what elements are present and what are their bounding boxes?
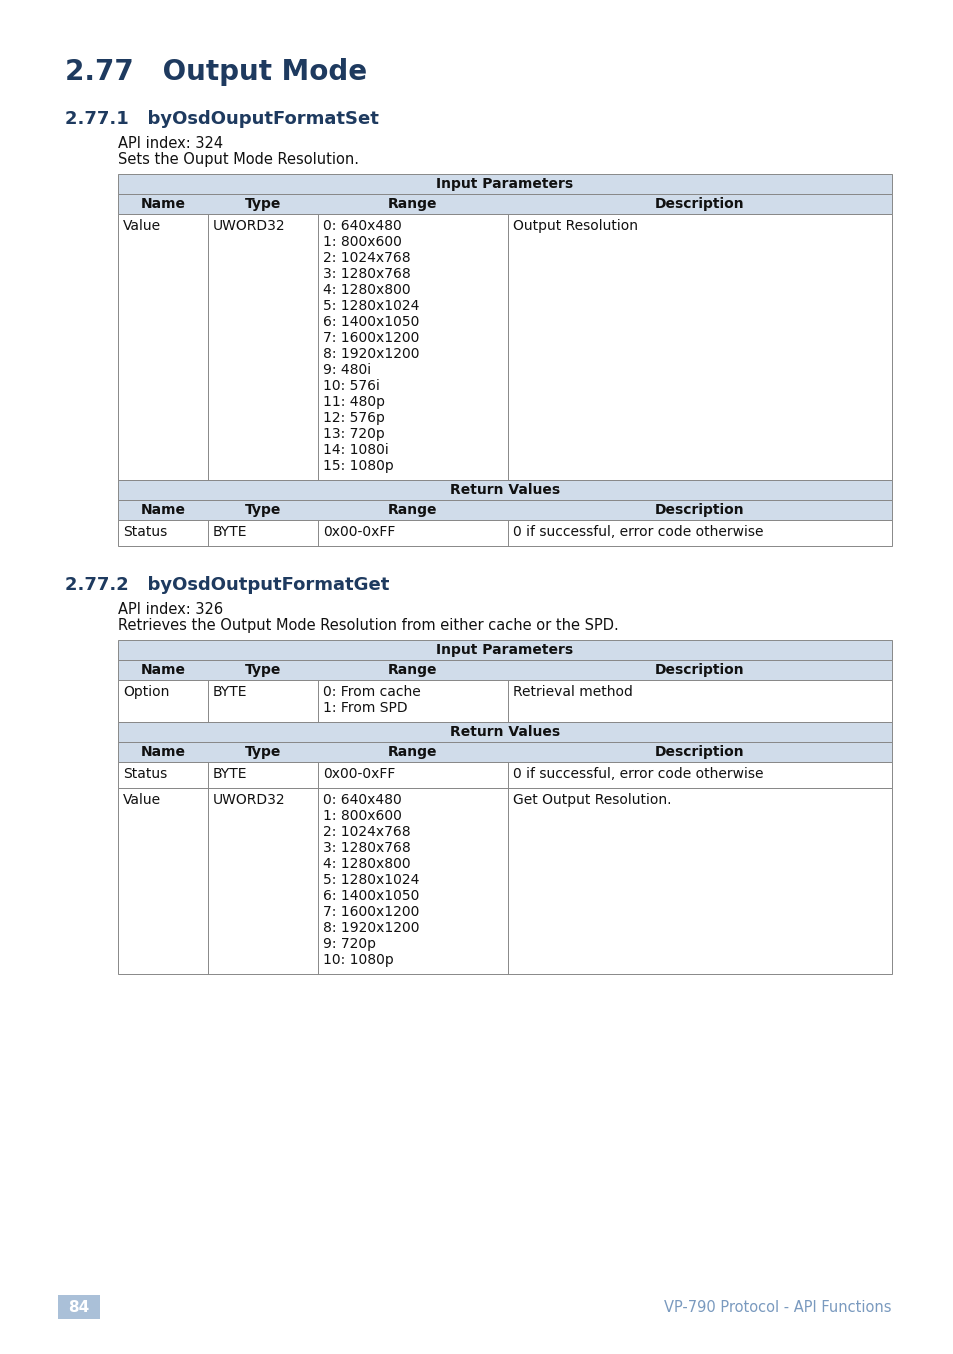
Text: 2: 1024x768: 2: 1024x768	[323, 250, 410, 265]
Text: 10: 1080p: 10: 1080p	[323, 953, 394, 967]
Text: Value: Value	[123, 219, 161, 233]
Text: Type: Type	[245, 745, 281, 760]
Text: Input Parameters: Input Parameters	[436, 643, 573, 657]
Text: Option: Option	[123, 685, 170, 699]
Text: 5: 1280x1024: 5: 1280x1024	[323, 299, 419, 313]
Text: 8: 1920x1200: 8: 1920x1200	[323, 921, 419, 936]
Text: Retrieval method: Retrieval method	[513, 685, 632, 699]
Text: 3: 1280x768: 3: 1280x768	[323, 841, 411, 854]
Text: 0: 640x480: 0: 640x480	[323, 793, 401, 807]
Text: 6: 1400x1050: 6: 1400x1050	[323, 890, 419, 903]
Text: Range: Range	[388, 502, 437, 517]
Text: 11: 480p: 11: 480p	[323, 395, 385, 409]
Text: 0: From cache: 0: From cache	[323, 685, 420, 699]
Text: Return Values: Return Values	[450, 724, 559, 739]
Text: 0x00-0xFF: 0x00-0xFF	[323, 525, 395, 539]
Text: UWORD32: UWORD32	[213, 793, 285, 807]
Text: Output Resolution: Output Resolution	[513, 219, 638, 233]
Text: 9: 720p: 9: 720p	[323, 937, 375, 951]
Text: 8: 1920x1200: 8: 1920x1200	[323, 347, 419, 362]
Text: Name: Name	[140, 196, 185, 211]
Bar	[118, 500, 891, 520]
Text: Type: Type	[245, 196, 281, 211]
Text: VP-790 Protocol - API Functions: VP-790 Protocol - API Functions	[664, 1300, 891, 1315]
Text: Type: Type	[245, 502, 281, 517]
Text: 10: 576i: 10: 576i	[323, 379, 379, 393]
Text: 9: 480i: 9: 480i	[323, 363, 371, 376]
Text: 2.77   Output Mode: 2.77 Output Mode	[65, 58, 367, 87]
Text: 4: 1280x800: 4: 1280x800	[323, 857, 410, 871]
Text: 0 if successful, error code otherwise: 0 if successful, error code otherwise	[513, 525, 762, 539]
Bar	[118, 680, 891, 722]
Text: 1: 800x600: 1: 800x600	[323, 808, 401, 823]
Text: 4: 1280x800: 4: 1280x800	[323, 283, 410, 297]
Text: Name: Name	[140, 502, 185, 517]
Text: Get Output Resolution.: Get Output Resolution.	[513, 793, 671, 807]
Text: 12: 576p: 12: 576p	[323, 412, 384, 425]
Text: Description: Description	[655, 196, 744, 211]
Bar	[118, 481, 891, 500]
Text: Return Values: Return Values	[450, 483, 559, 497]
Text: 3: 1280x768: 3: 1280x768	[323, 267, 411, 282]
Bar	[118, 175, 891, 194]
Text: Status: Status	[123, 525, 167, 539]
Bar	[118, 520, 891, 546]
Text: Retrieves the Output Mode Resolution from either cache or the SPD.: Retrieves the Output Mode Resolution fro…	[118, 617, 618, 634]
Text: 7: 1600x1200: 7: 1600x1200	[323, 330, 419, 345]
Text: BYTE: BYTE	[213, 766, 247, 781]
Text: Range: Range	[388, 196, 437, 211]
Text: 6: 1400x1050: 6: 1400x1050	[323, 315, 419, 329]
Text: 5: 1280x1024: 5: 1280x1024	[323, 873, 419, 887]
Text: Input Parameters: Input Parameters	[436, 177, 573, 191]
Text: 2: 1024x768: 2: 1024x768	[323, 825, 410, 839]
Bar	[118, 762, 891, 788]
Text: Description: Description	[655, 663, 744, 677]
Text: Range: Range	[388, 663, 437, 677]
Text: Type: Type	[245, 663, 281, 677]
Text: Description: Description	[655, 745, 744, 760]
Bar	[118, 742, 891, 762]
Text: API index: 326: API index: 326	[118, 603, 223, 617]
Bar	[118, 214, 891, 481]
Bar	[118, 722, 891, 742]
Text: 7: 1600x1200: 7: 1600x1200	[323, 904, 419, 919]
Text: 1: 800x600: 1: 800x600	[323, 236, 401, 249]
Text: Status: Status	[123, 766, 167, 781]
Text: 2.77.2   byOsdOutputFormatGet: 2.77.2 byOsdOutputFormatGet	[65, 575, 389, 594]
Text: BYTE: BYTE	[213, 525, 247, 539]
Text: 14: 1080i: 14: 1080i	[323, 443, 388, 458]
Text: 1: From SPD: 1: From SPD	[323, 701, 407, 715]
Text: 2.77.1   byOsdOuputFormatSet: 2.77.1 byOsdOuputFormatSet	[65, 110, 378, 129]
Text: Range: Range	[388, 745, 437, 760]
Bar	[118, 788, 891, 974]
Text: Name: Name	[140, 663, 185, 677]
Text: Description: Description	[655, 502, 744, 517]
Text: Value: Value	[123, 793, 161, 807]
Bar	[58, 1294, 100, 1319]
Text: 13: 720p: 13: 720p	[323, 427, 384, 441]
Text: 0x00-0xFF: 0x00-0xFF	[323, 766, 395, 781]
Bar	[118, 194, 891, 214]
Text: 15: 1080p: 15: 1080p	[323, 459, 394, 473]
Text: 84: 84	[69, 1300, 90, 1315]
Bar	[118, 640, 891, 659]
Text: UWORD32: UWORD32	[213, 219, 285, 233]
Text: 0: 640x480: 0: 640x480	[323, 219, 401, 233]
Text: Sets the Ouput Mode Resolution.: Sets the Ouput Mode Resolution.	[118, 152, 358, 167]
Bar	[118, 659, 891, 680]
Text: 0 if successful, error code otherwise: 0 if successful, error code otherwise	[513, 766, 762, 781]
Text: API index: 324: API index: 324	[118, 135, 223, 152]
Text: BYTE: BYTE	[213, 685, 247, 699]
Text: Name: Name	[140, 745, 185, 760]
